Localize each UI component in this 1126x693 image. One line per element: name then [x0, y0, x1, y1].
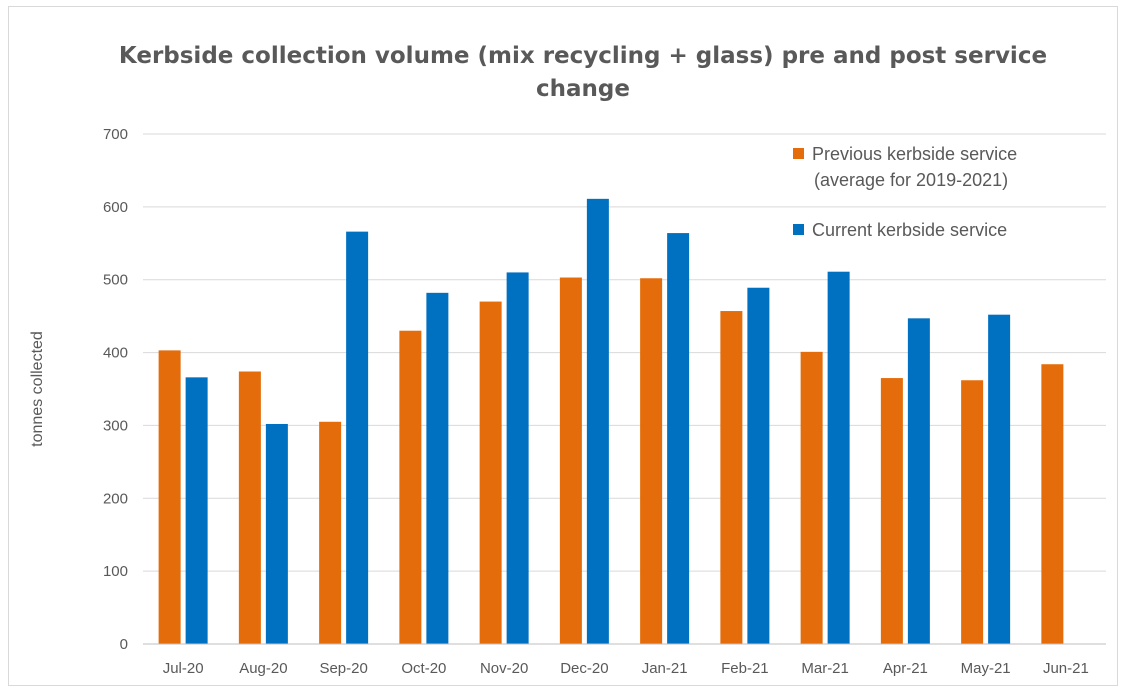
x-tick-label: Apr-21: [883, 660, 928, 677]
x-tick-label: Dec-20: [560, 660, 608, 677]
bar-previous-sep-20: [319, 421, 342, 644]
y-tick-label: 0: [120, 636, 128, 653]
y-tick-label: 500: [103, 272, 128, 289]
bar-current-mar-21: [827, 271, 850, 644]
legend-label-current: Current kerbside service: [812, 220, 1007, 240]
bar-current-sep-20: [346, 231, 369, 644]
x-tick-label: Aug-20: [239, 660, 287, 677]
x-tick-label: Nov-20: [480, 660, 528, 677]
bar-current-dec-20: [586, 198, 609, 645]
y-axis-label: tonnes collected: [29, 331, 46, 447]
bar-previous-aug-20: [238, 371, 261, 644]
chart-title-line-1: Kerbside collection volume (mix recyclin…: [119, 43, 1047, 69]
x-axis-ticks: Jul-20 Aug-20 Sep-20 Oct-20 Nov-20 Dec-20 Jan-…: [143, 643, 1106, 677]
bar-current-feb-21: [747, 287, 770, 644]
x-tick-label: Mar-21: [801, 660, 849, 677]
x-tick-label: Jul-20: [163, 660, 204, 677]
bar-previous-nov-20: [479, 301, 502, 644]
bar-current-jan-21: [667, 233, 690, 645]
x-tick-label: Jan-21: [642, 660, 688, 677]
bar-current-nov-20: [506, 272, 529, 644]
x-tick-label: May-21: [961, 660, 1011, 677]
x-tick-label: Feb-21: [721, 660, 769, 677]
bar-previous-oct-20: [399, 330, 422, 644]
bar-previous-apr-21: [880, 378, 903, 644]
bar-current-oct-20: [426, 292, 449, 644]
legend-swatch-previous: [793, 148, 804, 159]
chart-title-line-2: change: [536, 76, 630, 102]
bar-previous-jan-21: [640, 278, 663, 644]
y-tick-label: 700: [103, 126, 128, 143]
bar-previous-feb-21: [720, 311, 743, 644]
y-tick-label: 600: [103, 199, 128, 216]
bar-previous-may-21: [961, 380, 984, 644]
y-tick-label: 100: [103, 563, 128, 580]
legend: Previous kerbside service (average for 20…: [793, 144, 1017, 240]
x-tick-label: Oct-20: [401, 660, 446, 677]
x-tick-label: Jun-21: [1043, 660, 1089, 677]
bar-previous-mar-21: [800, 351, 823, 644]
y-tick-label: 300: [103, 417, 128, 434]
legend-swatch-current: [793, 224, 804, 235]
y-axis-ticks: 0 100 200 300 400 500 600 700: [103, 126, 128, 653]
bar-current-jul-20: [185, 377, 208, 644]
x-tick-label: Sep-20: [319, 660, 367, 677]
y-tick-label: 400: [103, 345, 128, 362]
legend-label-previous: (average for 2019-2021): [814, 170, 1008, 190]
bar-previous-jul-20: [158, 350, 181, 644]
bar-current-aug-20: [265, 423, 288, 644]
bar-current-may-21: [988, 314, 1011, 644]
bars: [158, 198, 1064, 645]
bar-previous-dec-20: [559, 277, 582, 644]
legend-label-previous: Previous kerbside service: [812, 144, 1017, 164]
bar-previous-jun-21: [1041, 364, 1064, 644]
bar-current-apr-21: [907, 318, 930, 644]
y-tick-label: 200: [103, 490, 128, 507]
